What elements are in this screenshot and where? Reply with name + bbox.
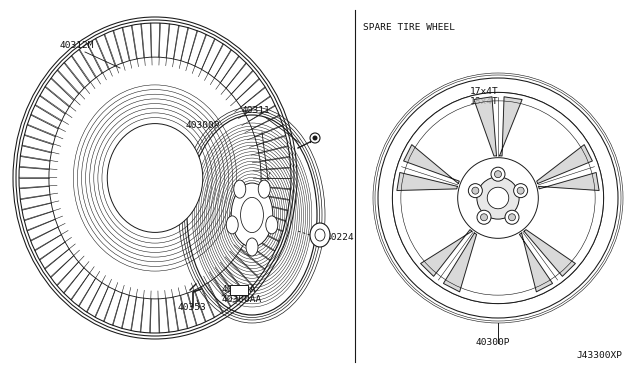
Polygon shape xyxy=(520,233,552,292)
Text: 40224: 40224 xyxy=(326,233,355,242)
Circle shape xyxy=(468,184,483,198)
Circle shape xyxy=(509,214,515,221)
Circle shape xyxy=(477,177,519,219)
Polygon shape xyxy=(420,230,472,276)
Text: 40312M: 40312M xyxy=(60,41,95,50)
Text: SPARE TIRE WHEEL: SPARE TIRE WHEEL xyxy=(363,23,455,32)
Circle shape xyxy=(495,171,502,178)
Circle shape xyxy=(312,135,317,141)
Circle shape xyxy=(487,187,509,209)
Text: J43300XP: J43300XP xyxy=(576,351,622,360)
Ellipse shape xyxy=(226,216,238,234)
Circle shape xyxy=(517,187,524,194)
Text: 40300AA: 40300AA xyxy=(222,295,262,304)
Ellipse shape xyxy=(392,92,604,304)
Polygon shape xyxy=(404,145,460,183)
Polygon shape xyxy=(524,230,575,276)
Text: 40311: 40311 xyxy=(242,106,271,115)
Text: 40300A: 40300A xyxy=(222,285,257,294)
Circle shape xyxy=(514,184,527,198)
Circle shape xyxy=(491,167,505,181)
Ellipse shape xyxy=(266,216,278,234)
Polygon shape xyxy=(397,173,458,190)
Ellipse shape xyxy=(310,223,330,247)
Circle shape xyxy=(458,158,538,238)
Bar xyxy=(230,285,248,295)
Polygon shape xyxy=(444,233,477,292)
Text: 17x4T: 17x4T xyxy=(470,87,499,96)
Text: 40353: 40353 xyxy=(178,303,207,312)
Ellipse shape xyxy=(246,238,258,256)
Polygon shape xyxy=(537,145,593,183)
Ellipse shape xyxy=(231,183,273,247)
Text: 18x4T: 18x4T xyxy=(470,97,499,106)
Ellipse shape xyxy=(241,198,264,232)
Circle shape xyxy=(472,187,479,194)
Circle shape xyxy=(505,210,519,224)
Circle shape xyxy=(477,210,491,224)
Ellipse shape xyxy=(108,124,203,232)
Circle shape xyxy=(310,133,320,143)
Polygon shape xyxy=(474,97,497,156)
Ellipse shape xyxy=(258,180,270,198)
Polygon shape xyxy=(500,97,522,156)
Text: 40300P: 40300P xyxy=(186,121,221,130)
Polygon shape xyxy=(539,173,599,190)
Text: 40300P: 40300P xyxy=(476,338,511,347)
Circle shape xyxy=(481,214,488,221)
Ellipse shape xyxy=(234,180,246,198)
